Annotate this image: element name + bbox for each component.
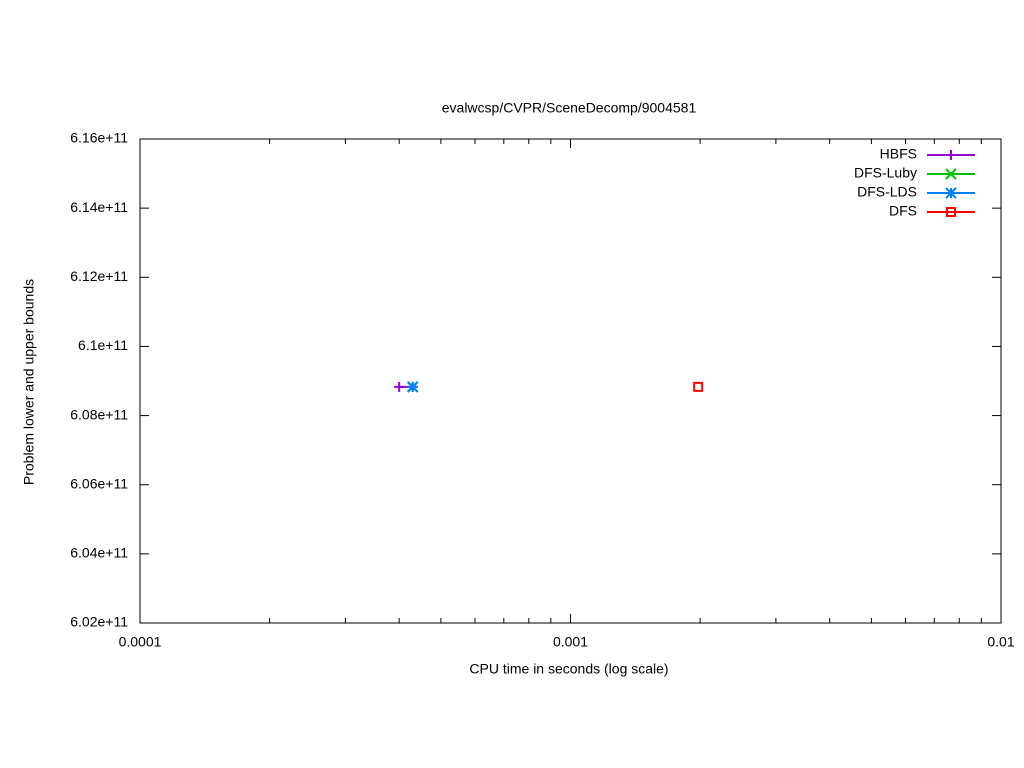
y-tick-label: 6.16e+11 — [70, 130, 128, 146]
legend-marker — [946, 207, 956, 217]
y-tick-label: 6.1e+11 — [78, 337, 128, 353]
legend-label: DFS — [889, 203, 917, 219]
y-tick-label: 6.04e+11 — [70, 545, 128, 561]
legend-marker — [945, 187, 957, 199]
y-axis-label: Problem lower and upper bounds — [21, 279, 37, 485]
data-point — [407, 381, 419, 393]
y-tick-label: 6.14e+11 — [70, 199, 128, 215]
legend-marker — [946, 150, 956, 160]
chart-title: evalwcsp/CVPR/SceneDecomp/9004581 — [442, 100, 697, 116]
y-tick-label: 6.08e+11 — [70, 406, 128, 422]
x-tick-label: 0.001 — [553, 634, 588, 650]
legend-marker — [945, 168, 957, 180]
x-tick-label: 0.0001 — [119, 634, 162, 650]
y-tick-label: 6.02e+11 — [70, 614, 128, 630]
legend-label: DFS-Luby — [854, 165, 917, 181]
legend-label: DFS-LDS — [857, 184, 917, 200]
y-tick-label: 6.06e+11 — [70, 475, 128, 491]
legend-label: HBFS — [880, 146, 917, 162]
y-tick-label: 6.12e+11 — [70, 268, 128, 284]
x-tick-label: 0.01 — [987, 634, 1014, 650]
data-point — [693, 381, 704, 392]
x-axis-label: CPU time in seconds (log scale) — [469, 661, 668, 677]
data-point — [394, 381, 405, 392]
